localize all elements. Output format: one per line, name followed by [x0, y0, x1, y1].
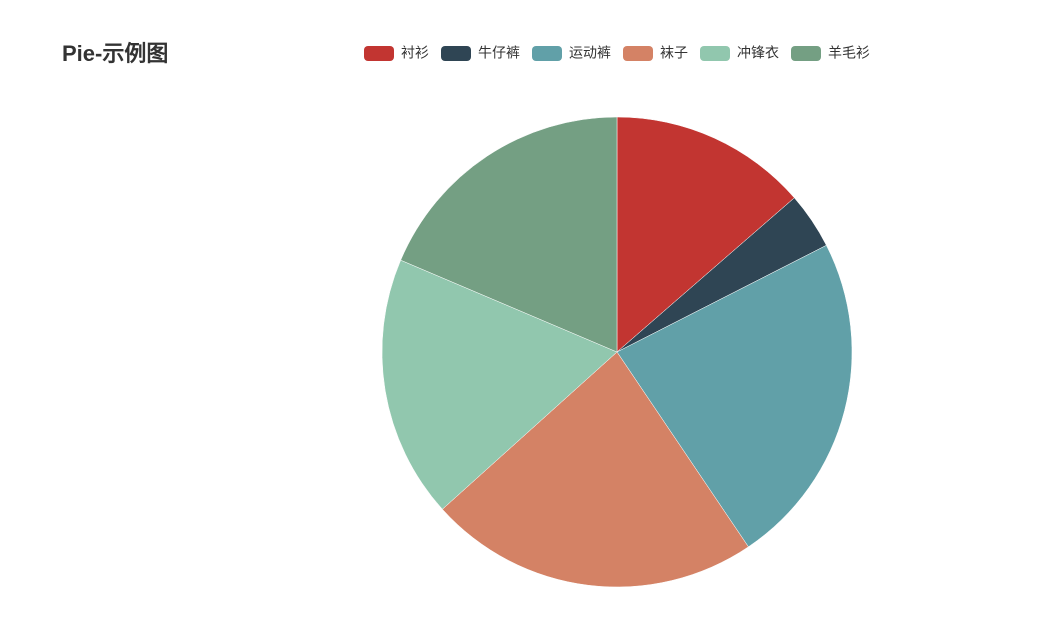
legend-icon	[532, 46, 562, 61]
legend-label: 牛仔裤	[478, 45, 520, 61]
legend-icon	[623, 46, 653, 61]
legend-icon	[441, 46, 471, 61]
legend-label: 羊毛衫	[828, 45, 870, 61]
legend-label: 衬衫	[401, 45, 429, 61]
chart-title: Pie-示例图	[62, 41, 168, 66]
pie-slice	[381, 259, 618, 510]
legend: 衬衫 牛仔裤 运动裤 袜子 冲锋衣 羊毛衫	[364, 45, 870, 61]
legend-icon	[791, 46, 821, 61]
legend-icon	[364, 46, 394, 61]
pie-slice	[442, 351, 749, 588]
pie-slice	[616, 116, 795, 353]
pie-slice	[400, 116, 618, 353]
legend-label: 冲锋衣	[737, 45, 779, 61]
pie-slice	[616, 244, 853, 548]
legend-icon	[700, 46, 730, 61]
legend-label: 运动裤	[569, 45, 611, 61]
legend-label: 袜子	[660, 45, 688, 61]
